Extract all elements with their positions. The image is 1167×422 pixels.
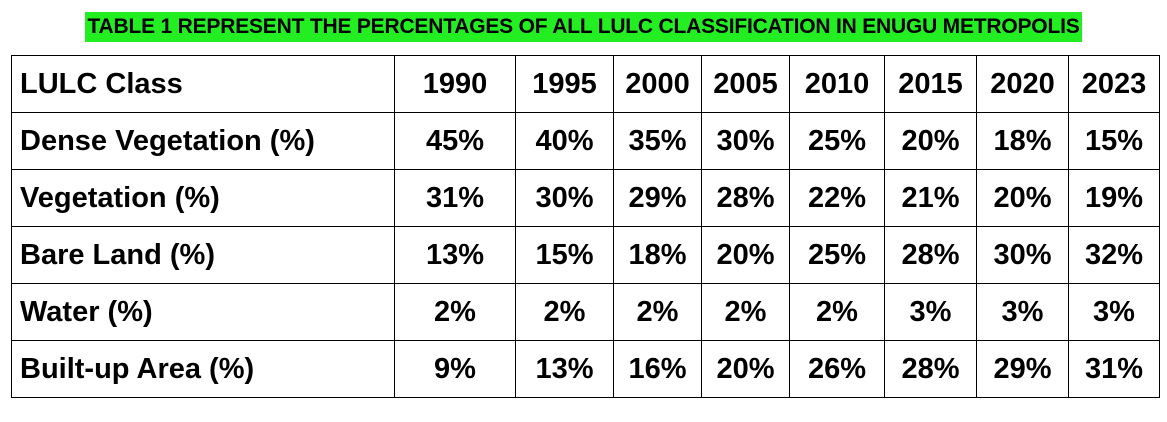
row-label: Vegetation (%) [11,169,395,227]
table-cell: 30% [515,169,614,227]
table-cell: 19% [1068,169,1160,227]
table-cell: 28% [884,226,977,284]
table-cell: 18% [613,226,702,284]
table-cell: 2% [515,283,614,341]
table-cell: 13% [394,226,516,284]
header-row: LULC Class 1990 1995 2000 2005 2010 2015… [11,55,1160,113]
table-cell: 20% [701,226,790,284]
table-cell: 29% [613,169,702,227]
caption-container: TABLE 1 REPRESENT THE PERCENTAGES OF ALL… [0,12,1167,42]
table-cell: 20% [976,169,1069,227]
table-cell: 15% [515,226,614,284]
table-cell: 15% [1068,112,1160,170]
table-cell: 30% [701,112,790,170]
table-row: Bare Land (%) 13% 15% 18% 20% 25% 28% 30… [11,226,1160,284]
column-header: LULC Class [11,55,395,113]
table-cell: 40% [515,112,614,170]
table-cell: 2% [394,283,516,341]
column-header: 1990 [394,55,516,113]
table-cell: 20% [884,112,977,170]
column-header: 2020 [976,55,1069,113]
row-label: Built-up Area (%) [11,340,395,398]
table-cell: 32% [1068,226,1160,284]
column-header: 1995 [515,55,614,113]
table-row: Water (%) 2% 2% 2% 2% 2% 3% 3% 3% [11,283,1160,341]
table-cell: 18% [976,112,1069,170]
column-header: 2000 [613,55,702,113]
table-row: Built-up Area (%) 9% 13% 16% 20% 26% 28%… [11,340,1160,398]
table-cell: 2% [613,283,702,341]
table-cell: 25% [789,112,885,170]
lulc-table: LULC Class 1990 1995 2000 2005 2010 2015… [11,55,1160,398]
table-cell: 13% [515,340,614,398]
table-cell: 45% [394,112,516,170]
table-cell: 31% [394,169,516,227]
table-cell: 9% [394,340,516,398]
table-cell: 28% [701,169,790,227]
column-header: 2005 [701,55,790,113]
table-cell: 16% [613,340,702,398]
column-header: 2010 [789,55,885,113]
table-row: Dense Vegetation (%) 45% 40% 35% 30% 25%… [11,112,1160,170]
table-cell: 3% [976,283,1069,341]
table-cell: 25% [789,226,885,284]
table-cell: 21% [884,169,977,227]
row-label: Dense Vegetation (%) [11,112,395,170]
table-cell: 3% [884,283,977,341]
table-cell: 31% [1068,340,1160,398]
table-cell: 35% [613,112,702,170]
table-cell: 26% [789,340,885,398]
column-header: 2023 [1068,55,1160,113]
table-cell: 30% [976,226,1069,284]
table-cell: 29% [976,340,1069,398]
table-cell: 20% [701,340,790,398]
table-cell: 3% [1068,283,1160,341]
table-row: Vegetation (%) 31% 30% 29% 28% 22% 21% 2… [11,169,1160,227]
column-header: 2015 [884,55,977,113]
table-cell: 2% [789,283,885,341]
table-cell: 22% [789,169,885,227]
table-caption: TABLE 1 REPRESENT THE PERCENTAGES OF ALL… [85,12,1082,42]
table-cell: 2% [701,283,790,341]
row-label: Water (%) [11,283,395,341]
row-label: Bare Land (%) [11,226,395,284]
table-cell: 28% [884,340,977,398]
